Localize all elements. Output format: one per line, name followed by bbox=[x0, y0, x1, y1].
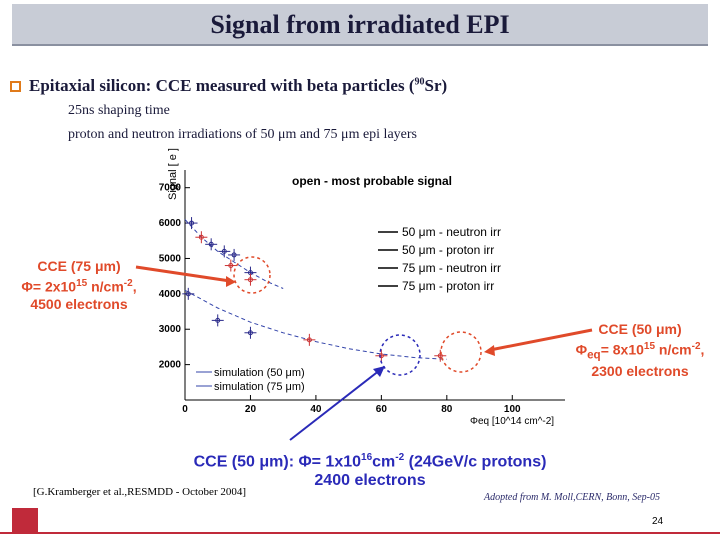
bullet-line: Epitaxial silicon: CCE measured with bet… bbox=[10, 76, 447, 96]
sim-50-curve bbox=[184, 289, 447, 360]
annotation-bottom: CCE (50 μm): Φ= 1x1016cm-2 (24GeV/c prot… bbox=[170, 448, 570, 490]
x-tick-label: 60 bbox=[376, 404, 388, 415]
legend: 50 μm - neutron irr 50 μm - proton irr 75 … bbox=[378, 225, 501, 293]
x-tick-label: 0 bbox=[182, 404, 188, 415]
annotation-left: CCE (75 μm) Φ= 2x1015 n/cm-2, 4500 elect… bbox=[16, 258, 142, 313]
arrow-right bbox=[489, 328, 593, 352]
x-tick-label: 100 bbox=[504, 404, 521, 415]
sub-line-shaping: 25ns shaping time bbox=[68, 103, 170, 118]
arrow-bottom-head bbox=[373, 366, 385, 377]
data-point bbox=[215, 317, 221, 323]
legend-label: 75 μm - neutron irr bbox=[402, 261, 501, 275]
annotation-right-line1: CCE (50 μm) bbox=[598, 321, 682, 337]
x-axis-label: Φeq [10^14 cm^-2] bbox=[470, 416, 554, 427]
title-bar: Signal from irradiated EPI bbox=[12, 4, 708, 46]
annotation-left-line3: 4500 electrons bbox=[30, 295, 128, 312]
bullet-tail: Sr) bbox=[424, 76, 448, 95]
y-tick-label: 7000 bbox=[159, 183, 182, 194]
arrow-left bbox=[135, 265, 231, 283]
annotation-left-line2: Φ= 2x1015 n/cm-2, bbox=[21, 278, 137, 295]
bullet-text: Epitaxial silicon: CCE measured with bet… bbox=[29, 76, 415, 95]
data-point bbox=[221, 248, 227, 254]
data-point bbox=[185, 291, 191, 297]
annotation-bottom-line1: CCE (50 μm): Φ= 1x1016cm-2 (24GeV/c prot… bbox=[193, 452, 547, 471]
page-number: 24 bbox=[652, 516, 664, 527]
annotation-left-line1: CCE (75 μm) bbox=[37, 258, 121, 274]
annotation-right-line3: 2300 electrons bbox=[591, 363, 689, 380]
bullet-sup: 90 bbox=[414, 76, 425, 88]
y-tick-label: 4000 bbox=[159, 289, 182, 300]
axes: 0 20 40 60 80 100 2000 3000 4000 5000 6000 7000 Φeq … bbox=[159, 170, 565, 427]
data-point bbox=[189, 220, 195, 226]
data-point bbox=[208, 241, 214, 247]
highlight-circle-bottom bbox=[379, 334, 421, 376]
y-tick-label: 2000 bbox=[159, 360, 182, 371]
legend-label: 50 μm - proton irr bbox=[402, 243, 494, 257]
data-point bbox=[228, 263, 234, 269]
data-point bbox=[247, 277, 253, 283]
data-point bbox=[306, 337, 312, 343]
x-tick-label: 80 bbox=[441, 404, 453, 415]
y-tick-label: 5000 bbox=[159, 253, 182, 264]
reference-left: [G.Kramberger et al.,RESMDD - October 20… bbox=[33, 486, 247, 498]
arrow-right-head bbox=[484, 345, 495, 356]
annotation-right: CCE (50 μm) Φeq= 8x1015 n/cm-2, 2300 ele… bbox=[572, 321, 708, 380]
legend-sim-label: simulation (50 μm) bbox=[214, 367, 305, 379]
x-tick-label: 20 bbox=[245, 404, 257, 415]
sub-line-irradiation: proton and neutron irradiations of 50 μm… bbox=[68, 127, 417, 142]
y-tick-label: 3000 bbox=[159, 324, 182, 335]
data-point bbox=[231, 252, 237, 258]
data-point bbox=[437, 353, 443, 359]
data-point bbox=[247, 330, 253, 336]
y-axis-label: Signal [ e ] bbox=[167, 148, 179, 200]
annotation-right-line2: Φeq= 8x1015 n/cm-2, bbox=[575, 341, 705, 362]
chart-title: open - most probable signal bbox=[292, 174, 452, 188]
legend-label: 50 μm - neutron irr bbox=[402, 225, 501, 239]
checkbox-bullet-icon bbox=[10, 81, 21, 92]
legend-label: 75 μm - proton irr bbox=[402, 279, 494, 293]
x-tick-label: 40 bbox=[310, 404, 322, 415]
highlight-circle-right bbox=[440, 331, 482, 373]
legend-sim-label: simulation (75 μm) bbox=[214, 381, 305, 393]
arrow-left-head bbox=[226, 276, 236, 287]
footer-line bbox=[0, 532, 720, 534]
reference-right: Adopted from M. Moll,CERN, Bonn, Sep-05 bbox=[484, 492, 660, 503]
university-logo-icon bbox=[12, 508, 38, 534]
slide-title: Signal from irradiated EPI bbox=[210, 10, 510, 39]
arrow-bottom bbox=[289, 369, 381, 441]
y-tick-label: 6000 bbox=[159, 218, 182, 229]
data-points bbox=[182, 217, 447, 362]
annotation-bottom-line2: 2400 electrons bbox=[314, 472, 426, 490]
data-point bbox=[198, 234, 204, 240]
plot-area: Signal [ e ] open - most probable signal… bbox=[152, 148, 572, 428]
highlight-circle-left bbox=[233, 256, 271, 294]
legend-simulation: simulation (50 μm) simulation (75 μm) bbox=[196, 367, 305, 393]
